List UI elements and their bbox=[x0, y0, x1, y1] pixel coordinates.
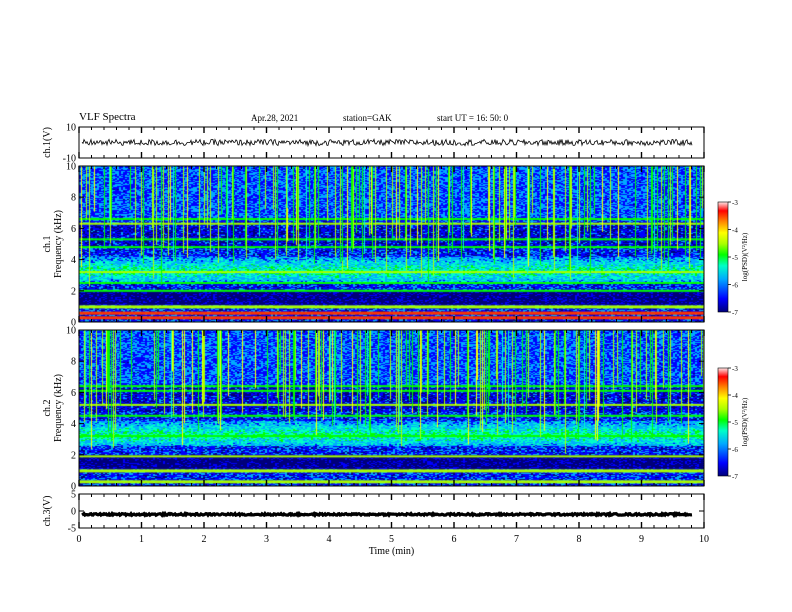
ch1-frequency-axis-label: ch.1 bbox=[42, 236, 53, 253]
colorbar-label: log(PSD)(V²/Hz) bbox=[741, 397, 749, 446]
ch3-voltage-axis-label: ch.3(V) bbox=[42, 496, 53, 527]
y-tick-label: 10 bbox=[66, 326, 76, 337]
colorbar-1 bbox=[717, 201, 729, 313]
colorbar-2 bbox=[717, 367, 729, 477]
y-tick-label: 8 bbox=[71, 193, 76, 204]
y-tick-label: 0 bbox=[71, 482, 76, 493]
y-tick-label: 8 bbox=[71, 357, 76, 368]
spectrogram-ch1-image bbox=[79, 166, 704, 322]
y-tick-label: 2 bbox=[71, 286, 76, 297]
y-tick-label: 0 bbox=[71, 318, 76, 329]
colorbar-label: log(PSD)(V²/Hz) bbox=[741, 232, 749, 281]
colorbar-tick-label: -5 bbox=[732, 254, 738, 262]
ch2-frequency-axis-label: Frequency (kHz) bbox=[53, 374, 64, 442]
ch1-voltage-axis-label: ch.1(V) bbox=[42, 127, 53, 158]
y-tick-label: 6 bbox=[71, 224, 76, 235]
chart-title: VLF Spectra bbox=[79, 111, 136, 123]
x-tick-label: 6 bbox=[452, 534, 457, 545]
colorbar-tick-label: -4 bbox=[732, 227, 738, 235]
colorbar-tick-label: -4 bbox=[732, 392, 738, 400]
y-tick-label: 2 bbox=[71, 450, 76, 461]
colorbar-tick-label: -6 bbox=[732, 446, 738, 454]
x-tick-label: 2 bbox=[202, 534, 207, 545]
spectrogram-ch2-image bbox=[79, 330, 704, 486]
y-tick-label: 4 bbox=[71, 255, 76, 266]
station-label: station=GAK bbox=[343, 113, 392, 123]
colorbar-tick-label: -6 bbox=[732, 282, 738, 290]
date-label: Apr.28, 2021 bbox=[251, 113, 299, 123]
ch1-frequency-axis-label: Frequency (kHz) bbox=[53, 210, 64, 278]
colorbar-tick-label: -7 bbox=[732, 309, 738, 317]
x-tick-label: 4 bbox=[327, 534, 332, 545]
ch2-frequency-axis-label: ch.2 bbox=[42, 400, 53, 417]
y-tick-label: 4 bbox=[71, 419, 76, 430]
y-tick-label: 0 bbox=[71, 507, 76, 518]
waveform-ch1-trace bbox=[81, 138, 693, 148]
colorbar-tick-label: -7 bbox=[732, 473, 738, 481]
y-tick-label: 5 bbox=[71, 490, 76, 501]
colorbar-tick-label: -5 bbox=[732, 419, 738, 427]
y-tick-label: 6 bbox=[71, 388, 76, 399]
y-tick-label: 10 bbox=[66, 123, 76, 134]
x-tick-label: 10 bbox=[699, 534, 709, 545]
x-tick-label: 5 bbox=[389, 534, 394, 545]
y-tick-label: 10 bbox=[66, 162, 76, 173]
x-axis-label: Time (min) bbox=[369, 546, 414, 557]
x-tick-label: 8 bbox=[577, 534, 582, 545]
x-tick-label: 3 bbox=[264, 534, 269, 545]
x-tick-label: 7 bbox=[514, 534, 519, 545]
y-tick-label: -10 bbox=[63, 154, 76, 165]
start-time-label: start UT = 16: 50: 0 bbox=[437, 113, 509, 123]
waveform-ch3-trace bbox=[81, 510, 693, 519]
x-tick-label: 0 bbox=[77, 534, 82, 545]
colorbar-tick-label: -3 bbox=[732, 199, 738, 207]
y-tick-label: -5 bbox=[68, 524, 76, 535]
x-tick-label: 1 bbox=[139, 534, 144, 545]
x-tick-label: 9 bbox=[639, 534, 644, 545]
colorbar-tick-label: -3 bbox=[732, 365, 738, 373]
